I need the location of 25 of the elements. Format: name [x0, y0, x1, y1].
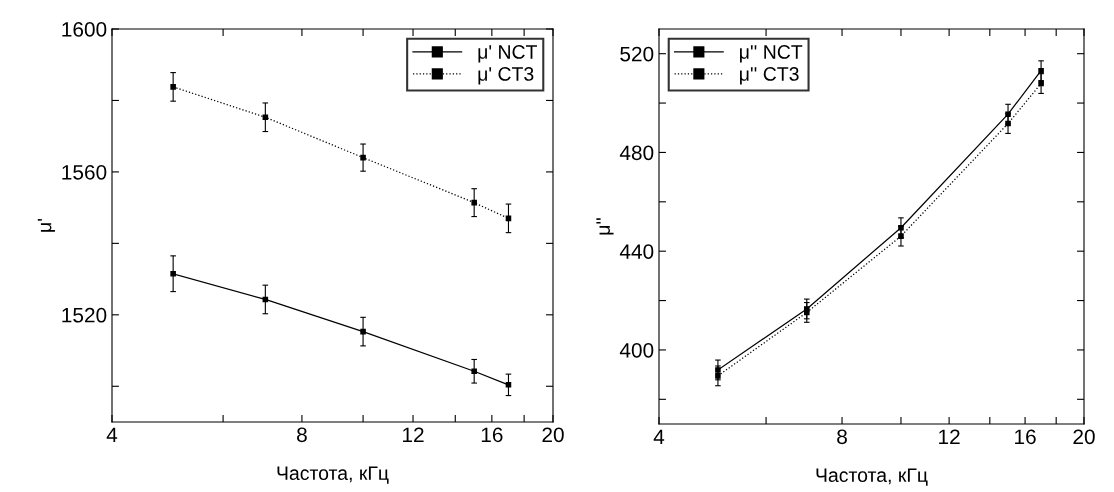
x-tick-label: 20 — [542, 427, 564, 443]
y-axis-title: μ' — [37, 219, 55, 232]
legend-label: μ'' NCT — [740, 45, 803, 63]
y-tick-label: 1520 — [62, 307, 107, 323]
legend-label: μ' NCT — [478, 45, 537, 63]
legend-label: μ' CT3 — [478, 67, 534, 85]
y-tick-label: 400 — [619, 342, 654, 358]
y-tick-label: 440 — [619, 244, 654, 259]
y-tick-label: 480 — [619, 145, 654, 161]
x-axis-title: Частота, кГц — [277, 466, 389, 484]
y-tick-label: 1560 — [62, 164, 107, 180]
x-axis-title: Частота, кГц — [816, 468, 928, 486]
x-tick-label: 20 — [1073, 429, 1095, 445]
x-tick-label: 16 — [481, 427, 503, 443]
legend-label: μ'' CT3 — [740, 67, 799, 85]
x-tick-label: 4 — [106, 427, 118, 442]
y-tick-label: 1600 — [62, 22, 107, 37]
x-tick-label: 8 — [297, 427, 307, 443]
x-tick-label: 16 — [1015, 429, 1036, 445]
y-axis-title: μ'' — [596, 218, 614, 235]
x-tick-label: 8 — [837, 429, 847, 445]
x-tick-label: 4 — [653, 429, 665, 444]
x-tick-label: 12 — [403, 427, 424, 442]
x-tick-label: 12 — [939, 429, 960, 444]
y-tick-label: 520 — [620, 46, 654, 62]
